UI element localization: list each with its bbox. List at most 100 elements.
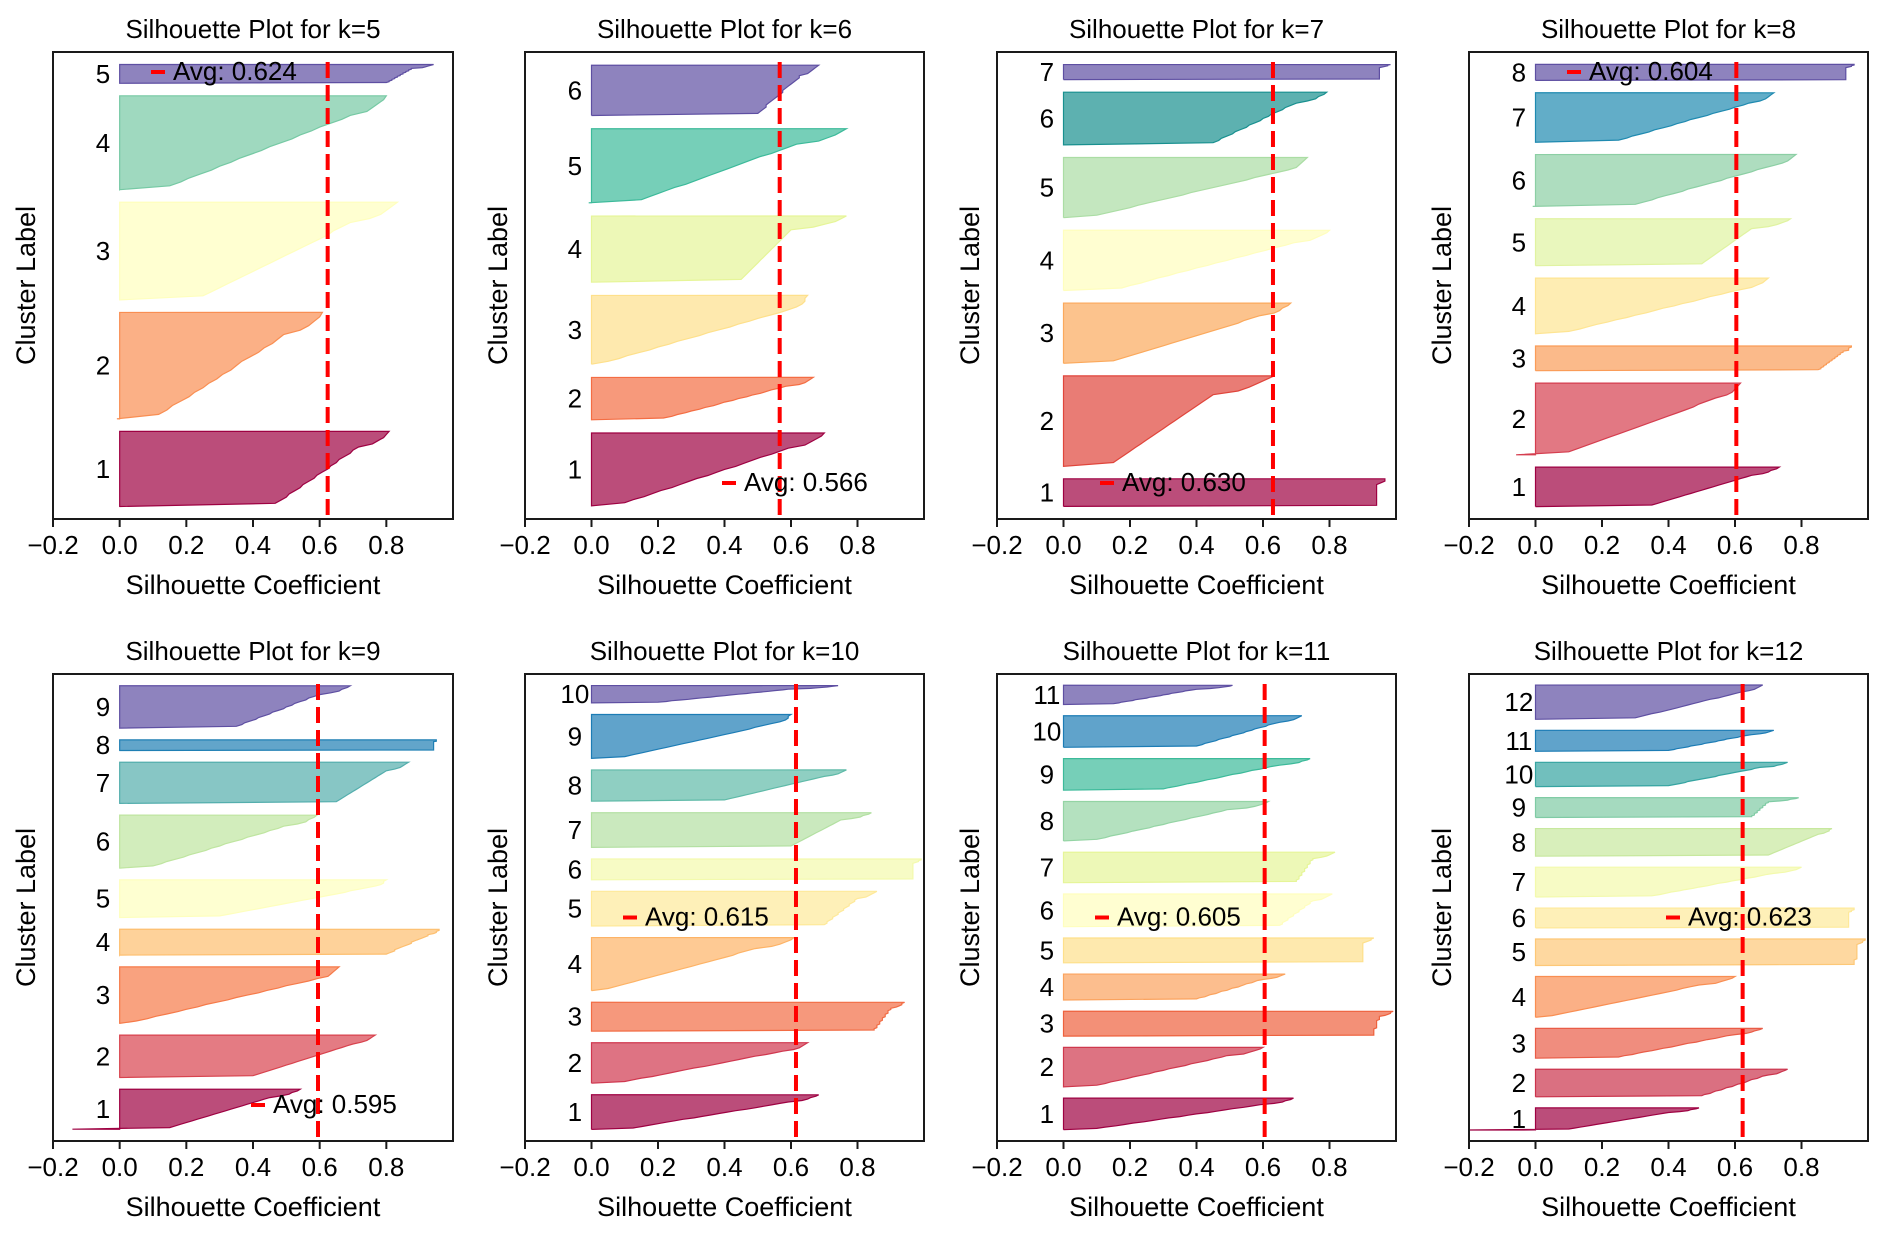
legend-label: Avg: 0.566	[744, 467, 868, 497]
cluster-silhouette-3	[119, 966, 341, 1025]
x-tick-label: 0.8	[1783, 530, 1819, 560]
cluster-label: 5	[1040, 935, 1054, 965]
cluster-silhouette-9	[1534, 797, 1799, 819]
x-tick-label: 0.4	[1178, 530, 1214, 560]
x-axis-label: Silhouette Coefficient	[1541, 570, 1796, 600]
cluster-label: 6	[1040, 104, 1054, 134]
cluster-label: 1	[1512, 472, 1526, 502]
x-tick-label: 0.8	[1311, 530, 1347, 560]
cluster-label: 2	[568, 1048, 582, 1078]
cluster-label: 10	[1504, 759, 1533, 789]
x-axis-label: Silhouette Coefficient	[126, 1192, 381, 1222]
x-axis-label: Silhouette Coefficient	[126, 570, 381, 600]
x-tick-label: 0.4	[235, 530, 271, 560]
x-tick-label: −0.2	[499, 530, 550, 560]
cluster-label: 5	[1040, 173, 1054, 203]
cluster-silhouette-4	[1534, 277, 1770, 335]
cluster-silhouette-8	[119, 739, 437, 752]
cluster-silhouette-8	[1062, 800, 1271, 842]
cluster-label: 5	[96, 59, 110, 89]
cluster-silhouette-3	[1534, 345, 1852, 372]
cluster-silhouette-6	[590, 858, 922, 881]
x-tick-label: 0.2	[1112, 1152, 1148, 1182]
x-tick-label: 0.0	[573, 530, 609, 560]
subplot-title: Silhouette Plot for k=9	[125, 636, 380, 666]
x-tick-label: −0.2	[1443, 1152, 1494, 1182]
cluster-label: 6	[1512, 903, 1526, 933]
cluster-silhouette-8	[1534, 63, 1855, 81]
cluster-silhouette-2	[1062, 375, 1275, 467]
cluster-silhouette-7	[1534, 92, 1776, 143]
cluster-label: 5	[1512, 227, 1526, 257]
x-tick-label: −0.2	[971, 530, 1022, 560]
cluster-label: 2	[96, 1041, 110, 1071]
subplot-title: Silhouette Plot for k=6	[597, 14, 852, 44]
cluster-silhouette-4	[590, 936, 796, 992]
subplot-k9: 1 2 3 4 5 6 7 8 9 −0.2 0.0 0.2 0.4 0.6 0.8 Silhouette P…	[11, 636, 454, 1222]
x-tick-label: 0.4	[706, 1152, 742, 1182]
subplot-k8: 1 2 3 4 5 6 7 8 −0.2 0.0 0.2 0.4 0.6 0.8 Silhouette Pl…	[1427, 14, 1869, 600]
cluster-label: 1	[1512, 1104, 1526, 1134]
cluster-label: 9	[568, 721, 582, 751]
cluster-silhouette-7	[590, 812, 872, 849]
x-axis-label: Silhouette Coefficient	[1541, 1192, 1796, 1222]
cluster-silhouette-9	[590, 713, 794, 760]
cluster-silhouette-8	[590, 769, 847, 802]
x-tick-label: 0.0	[573, 1152, 609, 1182]
cluster-label: 9	[1040, 759, 1054, 789]
x-tick-label: 0.0	[102, 530, 138, 560]
cluster-label: 8	[568, 771, 582, 801]
x-axis-label: Silhouette Coefficient	[597, 570, 852, 600]
x-tick-label: −0.2	[1443, 530, 1494, 560]
y-axis-label: Cluster Label	[1427, 828, 1457, 987]
cluster-silhouette-3	[1062, 1010, 1394, 1037]
cluster-label: 4	[96, 128, 110, 158]
cluster-label: 9	[96, 692, 110, 722]
x-tick-label: 0.4	[1178, 1152, 1214, 1182]
cluster-silhouette-2	[1062, 1046, 1266, 1088]
cluster-label: 6	[96, 827, 110, 857]
legend: Avg: 0.623	[1666, 902, 1812, 932]
cluster-silhouette-6	[1062, 91, 1329, 146]
x-tick-label: 0.0	[1045, 530, 1081, 560]
subplot-k10: 1 2 3 4 5 6 7 8 9 10 −0.2 0.0 0.2 0.4 0.6 0.8 Silhouette…	[483, 636, 925, 1222]
x-tick-label: 0.6	[1245, 1152, 1281, 1182]
cluster-silhouette-5	[1534, 218, 1793, 267]
legend: Avg: 0.605	[1095, 902, 1241, 932]
x-tick-label: 0.8	[1783, 1152, 1819, 1182]
cluster-silhouette-4	[1062, 229, 1332, 292]
legend: Avg: 0.615	[623, 902, 769, 932]
cluster-label: 8	[96, 730, 110, 760]
cluster-label: 1	[568, 1097, 582, 1127]
cluster-label: 12	[1504, 687, 1533, 717]
x-tick-label: 0.0	[1045, 1152, 1081, 1182]
cluster-label: 2	[1512, 404, 1526, 434]
cluster-label: 7	[1512, 867, 1526, 897]
x-axis-label: Silhouette Coefficient	[597, 1192, 852, 1222]
y-axis-label: Cluster Label	[11, 206, 41, 365]
cluster-label: 3	[96, 980, 110, 1010]
x-tick-label: 0.8	[1311, 1152, 1347, 1182]
cluster-label: 8	[1040, 806, 1054, 836]
subplot-k6: 1 2 3 4 5 6 −0.2 0.0 0.2 0.4 0.6 0.8 Silhouette Plot…	[483, 14, 925, 600]
cluster-label: 2	[1512, 1068, 1526, 1098]
x-tick-label: 0.2	[168, 530, 204, 560]
cluster-label: 5	[96, 884, 110, 914]
cluster-silhouette-11	[1062, 684, 1233, 706]
cluster-label: 5	[1512, 937, 1526, 967]
cluster-label: 7	[1040, 57, 1054, 87]
cluster-label: 7	[1512, 102, 1526, 132]
x-tick-label: 0.6	[1717, 530, 1753, 560]
legend-label: Avg: 0.604	[1589, 56, 1713, 86]
cluster-silhouette-7	[1062, 63, 1391, 81]
cluster-silhouette-1	[72, 1088, 303, 1130]
cluster-silhouette-2	[590, 376, 816, 421]
legend-label: Avg: 0.605	[1117, 902, 1241, 932]
cluster-label: 3	[1040, 1009, 1054, 1039]
x-tick-label: 0.6	[1717, 1152, 1753, 1182]
subplot-title: Silhouette Plot for k=11	[1063, 636, 1331, 666]
cluster-label: 1	[568, 454, 582, 484]
cluster-silhouette-1	[119, 430, 391, 508]
subplot-title: Silhouette Plot for k=12	[1534, 636, 1804, 666]
x-tick-label: 0.4	[235, 1152, 271, 1182]
